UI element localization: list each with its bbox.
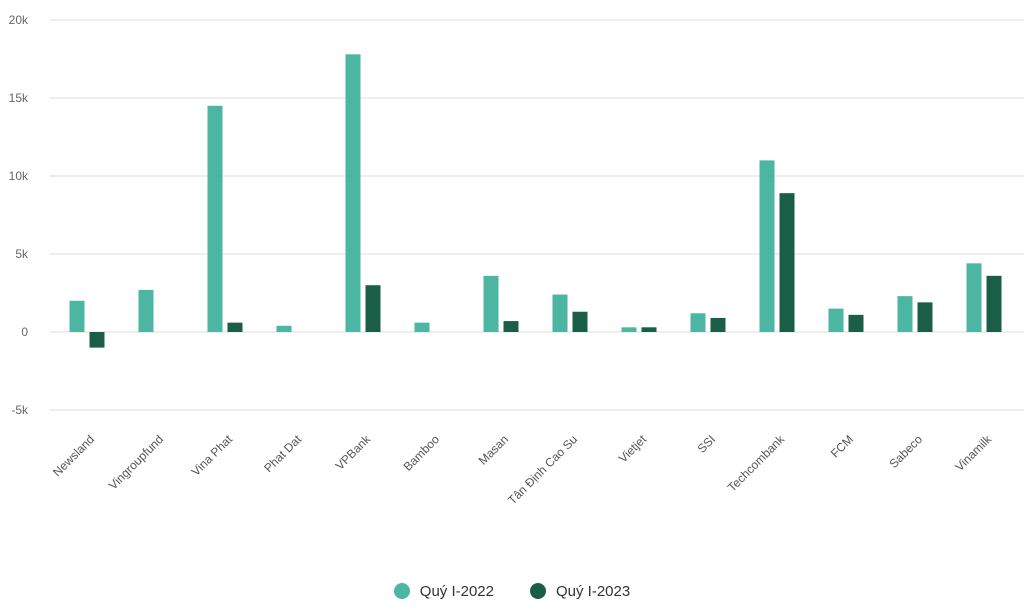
y-tick-label: 20k — [9, 13, 29, 27]
y-tick-label: 10k — [9, 169, 29, 183]
bar-series-2[interactable] — [503, 321, 519, 332]
bar-series-1[interactable] — [207, 105, 223, 332]
bar-series-2[interactable] — [779, 193, 795, 332]
bar-series-1[interactable] — [897, 296, 913, 332]
x-tick-label: Newsland — [50, 432, 97, 479]
x-tick-label: FCM — [828, 432, 856, 460]
y-axis-ticks: -5k 0 5k 10k 15k 20k — [9, 13, 29, 417]
bar-series-1[interactable] — [690, 313, 706, 332]
bar-chart: -5k 0 5k 10k 15k 20k Newsland Vingroupfund Vina… — [9, 13, 1024, 508]
legend-label-series-2: Quý I-2023 — [556, 582, 631, 600]
x-tick-label: Techcombank — [725, 432, 788, 495]
bar-series-1[interactable] — [759, 160, 775, 332]
bar-series-2[interactable] — [641, 327, 657, 332]
legend-item-series-2[interactable]: Quý I-2023 — [530, 583, 630, 600]
bar-series-1[interactable] — [414, 322, 430, 332]
y-tick-label: 5k — [15, 247, 29, 261]
x-tick-label: Vinamilk — [952, 432, 995, 475]
x-tick-label: Vietjet — [616, 432, 650, 466]
bar-series-1[interactable] — [552, 294, 568, 332]
bar-series-1[interactable] — [345, 54, 361, 332]
bar-series-1[interactable] — [138, 289, 154, 332]
bar-series-1[interactable] — [621, 327, 637, 332]
legend-label-series-1: Quý I-2022 — [419, 582, 494, 600]
bar-series-2[interactable] — [572, 311, 588, 332]
bar-series-2[interactable] — [986, 275, 1002, 332]
y-tick-label: 0 — [21, 325, 28, 339]
bars — [69, 54, 1002, 348]
x-tick-label: SSI — [695, 432, 719, 456]
bar-series-1[interactable] — [483, 275, 499, 332]
bar-series-2[interactable] — [227, 322, 243, 332]
x-tick-label: Bamboo — [401, 432, 443, 474]
legend-swatch-series-1 — [393, 583, 410, 599]
bar-series-2[interactable] — [89, 332, 105, 348]
x-tick-label: Phat Dat — [261, 432, 304, 475]
bar-series-2[interactable] — [848, 314, 864, 332]
x-tick-label: Masan — [476, 432, 511, 467]
legend-swatch-series-2 — [530, 583, 546, 599]
legend: Quý I-2022 Quý I-2023 — [0, 576, 1024, 606]
x-tick-label: VPBank — [333, 432, 374, 473]
x-tick-label: Sabeco — [886, 432, 925, 471]
bar-series-2[interactable] — [365, 285, 381, 332]
x-tick-label: Tân Định Cao Su — [505, 432, 580, 507]
x-tick-label: Vingroupfund — [106, 432, 166, 492]
bar-series-1[interactable] — [828, 308, 844, 332]
y-tick-label: -5k — [11, 403, 29, 417]
grid-lines — [50, 19, 1024, 411]
y-tick-label: 15k — [9, 91, 29, 105]
bar-series-2[interactable] — [917, 302, 933, 332]
bar-series-2[interactable] — [710, 317, 726, 332]
bar-series-1[interactable] — [966, 263, 982, 332]
legend-item-series-1[interactable]: Quý I-2022 — [393, 582, 494, 600]
x-axis-labels: Newsland Vingroupfund Vina Phat Phat Dat VPB… — [50, 432, 995, 508]
x-tick-label: Vina Phat — [189, 432, 236, 479]
bar-series-1[interactable] — [276, 325, 292, 332]
bar-series-1[interactable] — [69, 300, 85, 332]
